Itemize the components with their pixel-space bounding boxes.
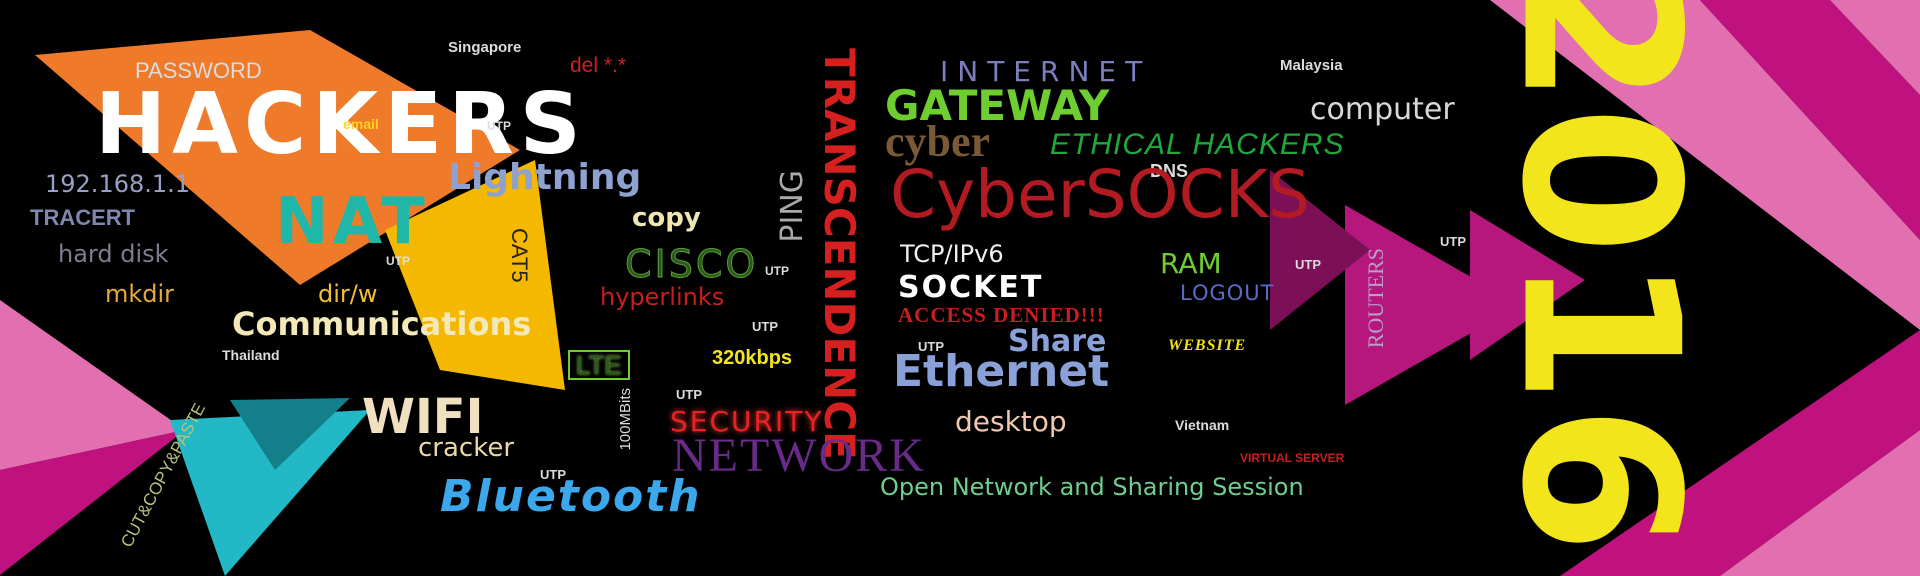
word-lte: LTE [568,350,630,380]
word-utp-3: UTP [765,264,789,278]
word-logout: LOGOUT [1180,281,1275,305]
word-utp-9: UTP [540,467,566,482]
word-ethernet: Ethernet [893,346,1110,397]
word-lightning: Lightning [448,157,642,198]
stripe-magenta-bottom [1560,330,1920,576]
word-hackers: HACKERS [95,75,587,174]
word-utp-1: UTP [487,119,511,133]
word-gateway: GATEWAY [885,81,1110,130]
word-open-network: Open Network and Sharing Session [880,473,1304,501]
triangle-magenta-left [0,430,185,575]
word-tracert: TRACERT [30,205,136,230]
stripe-pink-bottom [1720,430,1920,576]
word-320kbps: 320kbps [712,347,793,369]
word-website: WEBSITE [1168,337,1247,354]
word-ram: RAM [1160,247,1222,280]
word-share: Share [1008,324,1107,359]
word-internet: INTERNET [940,55,1152,88]
word-cybersocks: CyberSOCKS [890,156,1310,233]
stripe-magenta-top [1700,0,1920,240]
word-ip-address: 192.168.1.1 [45,170,191,198]
word-malaysia: Malaysia [1280,57,1343,74]
word-utp-7: UTP [918,339,944,354]
yellow-fan [385,160,565,390]
word-year-2016: 2016 [1474,0,1726,555]
word-copy: copy [632,203,701,233]
word-100mbits: 100MBits [617,388,634,451]
word-singapore: Singapore [448,39,522,56]
word-cracker: cracker [418,433,515,463]
word-thailand: Thailand [222,347,280,363]
word-dns: DNS [1150,161,1189,181]
word-cyber: cyber [885,117,991,166]
word-utp-4: UTP [1295,257,1321,272]
word-hard-disk: hard disk [58,240,169,268]
word-socket: SOCKET [898,270,1044,305]
word-bluetooth: Bluetooth [440,471,702,522]
word-email: email [343,116,379,132]
orange-fan [35,30,520,285]
stripe-pink-top [1490,0,1920,330]
word-vietnam: Vietnam [1175,417,1230,433]
word-cat5: CAT5 [507,228,532,283]
word-routers: ROUTERS [1363,248,1388,349]
word-cisco: CISCO [624,242,759,286]
word-access-denied: ACCESS DENIED!!! [898,303,1105,327]
word-computer: computer [1310,92,1455,127]
word-wifi: WIFI [362,389,484,445]
word-desktop: desktop [955,405,1067,438]
triangle-teal-left [170,410,370,576]
word-utp-5: UTP [1440,234,1466,249]
word-del: del *.* [570,54,627,77]
word-communications: Communications [232,305,532,343]
word-nat: NAT [275,185,429,259]
word-dirw: dir/w [318,280,378,308]
word-transcendence: TRANSCENDENCE [815,48,864,460]
word-utp-8: UTP [676,387,702,402]
word-hyperlinks: hyperlinks [600,283,725,311]
word-utp-2: UTP [386,254,410,268]
word-ethical-hackers: ETHICAL HACKERS [1050,128,1345,161]
triangle-pink-left [0,300,185,470]
triangle-magenta-large [1345,205,1520,405]
stripe-pink-corner [1830,0,1920,95]
word-ping: PING [775,170,810,243]
triangle-magenta-shade [1270,170,1370,330]
triangle-teal-dark [230,398,350,470]
word-tcp: TCP/IPv6 [900,240,1004,268]
word-mkdir: mkdir [105,280,175,308]
word-utp-6: UTP [752,319,778,334]
triangle-magenta-small [1470,210,1585,360]
word-security: SECURITY [670,405,824,438]
word-virtual-server: VIRTUAL SERVER [1240,451,1345,465]
word-network: NETWORK [672,429,926,482]
word-password: PASSWORD [135,58,262,83]
